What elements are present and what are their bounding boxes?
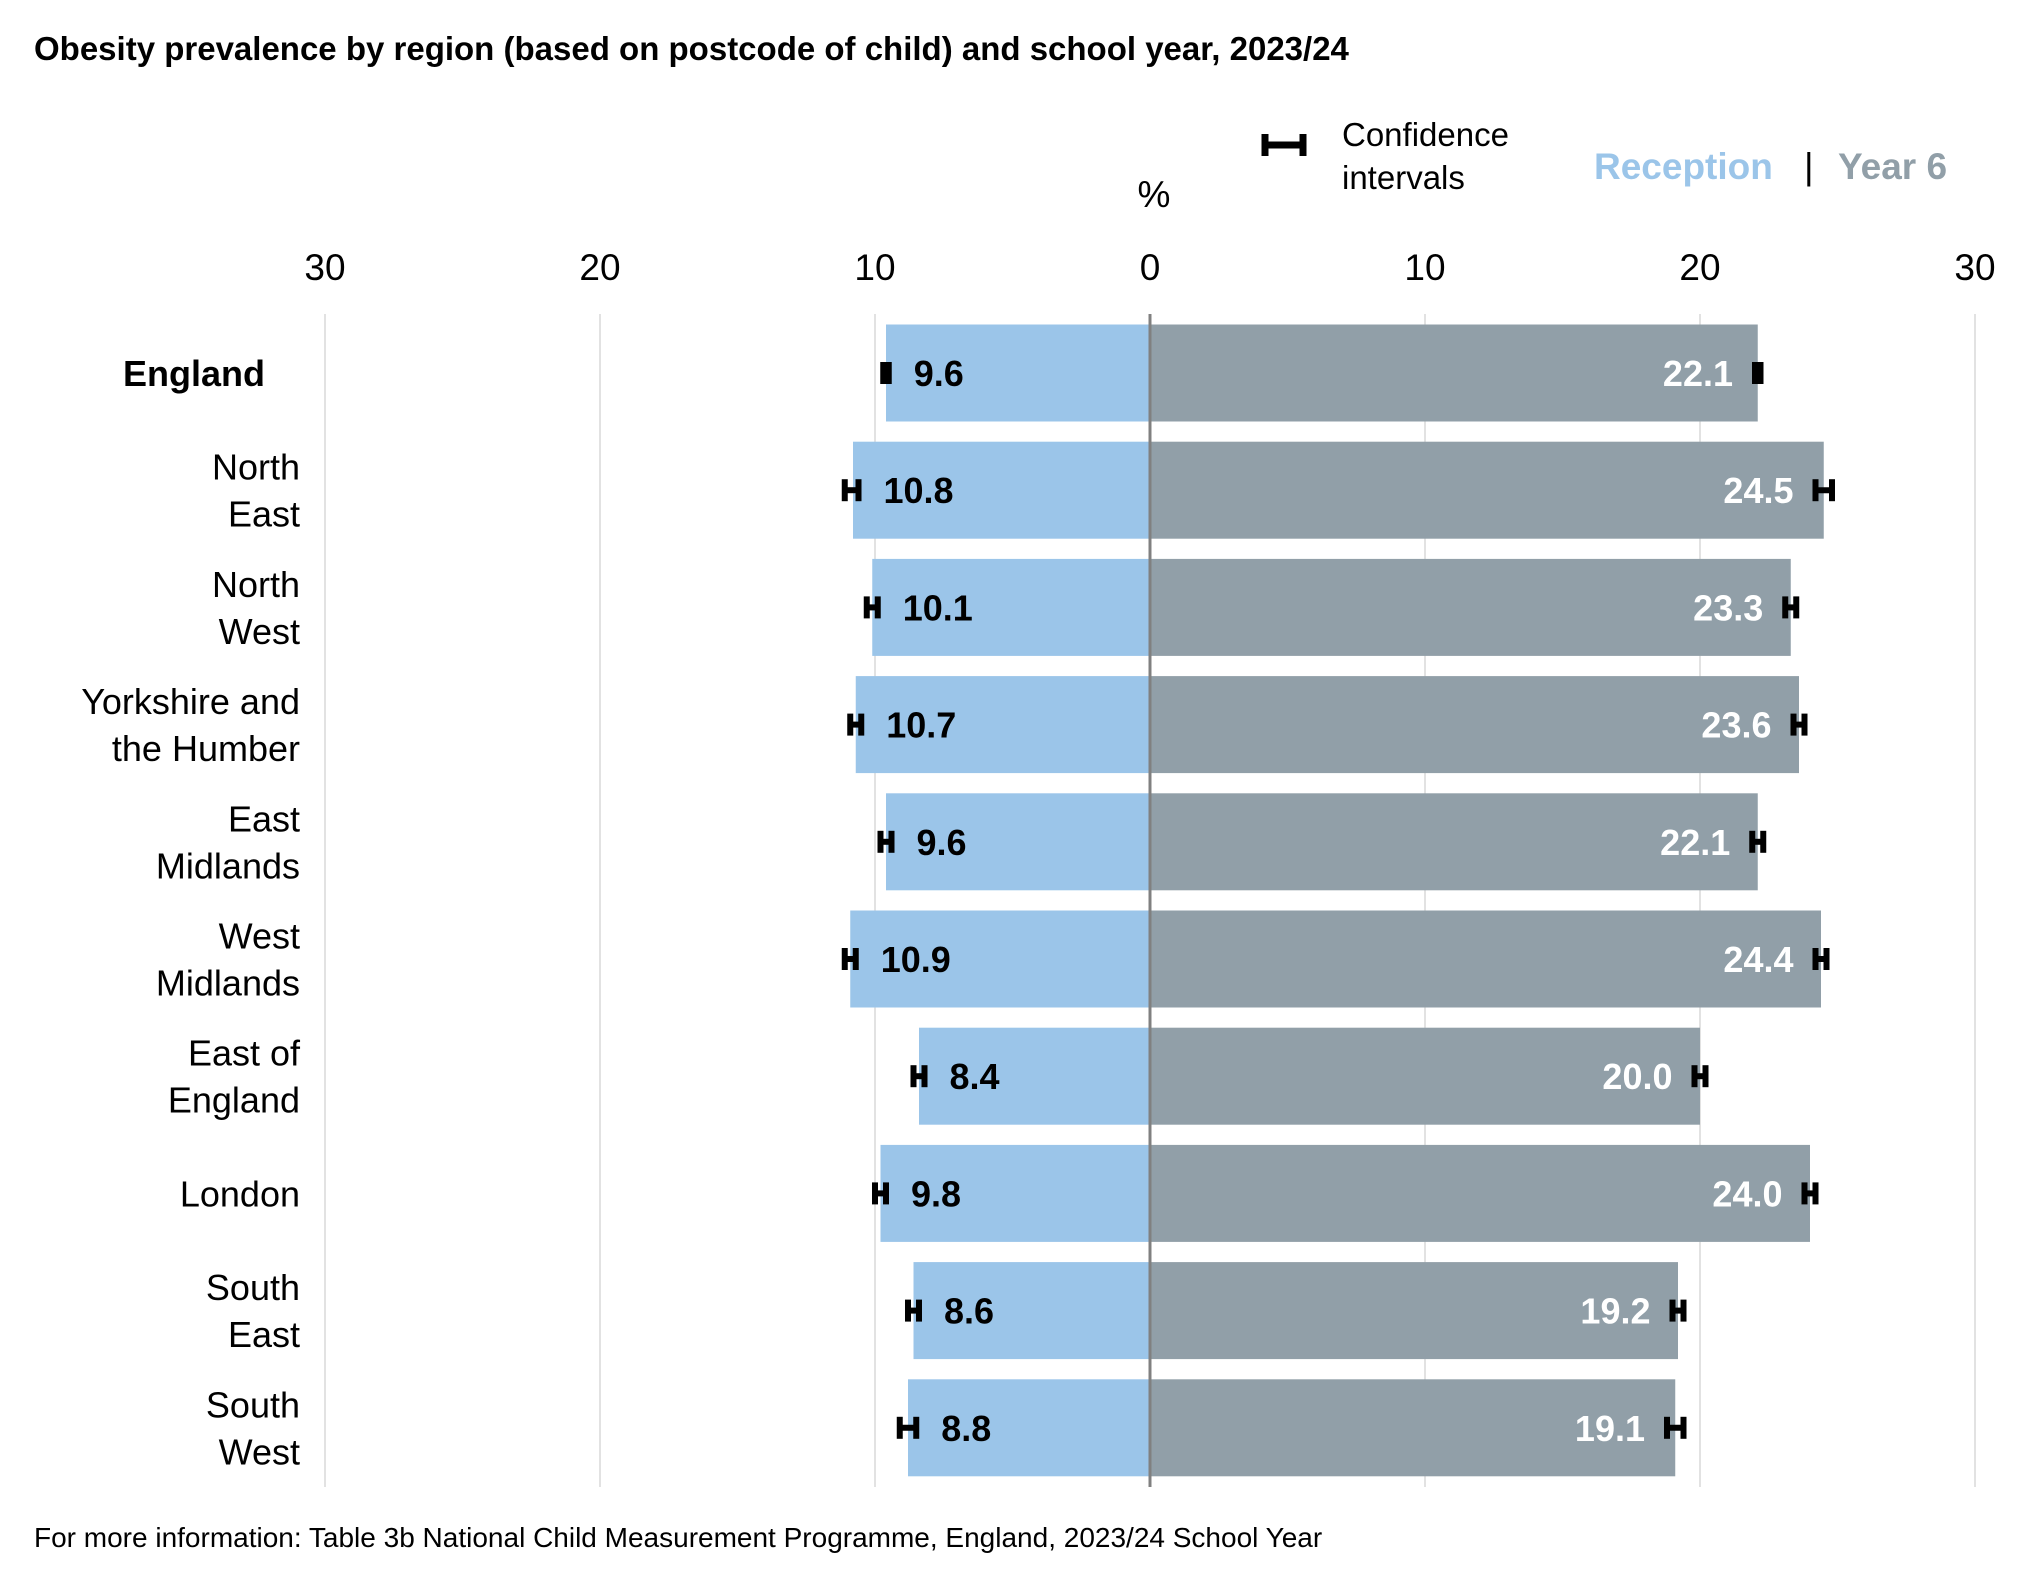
category-label: North East xyxy=(212,447,300,535)
reception-confidence-interval xyxy=(896,1416,920,1439)
category-label: North West xyxy=(212,564,300,652)
reception-data-label: 10.1 xyxy=(903,587,973,628)
year6-bar xyxy=(1150,1144,1810,1242)
reception-bar xyxy=(850,910,1150,1008)
reception-data-label: 10.7 xyxy=(886,705,956,746)
year6-data-label: 24.4 xyxy=(1723,939,1793,980)
x-tick-label: 30 xyxy=(1954,247,1995,288)
year6-confidence-interval xyxy=(1790,713,1808,736)
year6-bar xyxy=(1150,1262,1678,1360)
x-tick-label: 10 xyxy=(1404,247,1445,288)
category-label: England xyxy=(123,353,265,394)
reception-data-label: 8.8 xyxy=(941,1408,991,1449)
reception-confidence-interval xyxy=(841,948,859,970)
category-label: South East xyxy=(206,1267,300,1355)
year6-data-label: 22.1 xyxy=(1660,822,1730,863)
year6-data-label: 20.0 xyxy=(1602,1056,1672,1097)
year6-data-label: 19.2 xyxy=(1580,1291,1650,1332)
year6-bar xyxy=(1150,1379,1676,1477)
reception-bar xyxy=(853,441,1150,539)
legend-ci-label-line1: Confidence xyxy=(1342,116,1509,153)
reception-data-label: 8.6 xyxy=(944,1291,994,1332)
legend-separator: | xyxy=(1804,146,1814,187)
year6-bar xyxy=(1150,676,1799,774)
category-label: East of England xyxy=(168,1033,301,1121)
reception-bar xyxy=(880,1144,1150,1242)
year6-confidence-interval xyxy=(1752,362,1764,384)
x-axis-unit-label: % xyxy=(1138,174,1171,215)
reception-confidence-interval xyxy=(841,479,862,502)
reception-data-label: 9.8 xyxy=(911,1173,961,1214)
year6-bar xyxy=(1150,324,1758,422)
reception-confidence-interval xyxy=(863,596,881,619)
year6-bar xyxy=(1150,793,1758,891)
year6-confidence-interval xyxy=(1664,1416,1687,1439)
reception-bar xyxy=(908,1379,1150,1477)
x-tick-label: 20 xyxy=(1679,247,1720,288)
footnote: For more information: Table 3b National … xyxy=(34,1522,1323,1553)
x-tick-label: 10 xyxy=(854,247,895,288)
reception-confidence-interval xyxy=(872,1182,889,1205)
year6-bar xyxy=(1150,910,1821,1008)
x-tick-label: 20 xyxy=(579,247,620,288)
legend: Confidence intervals Reception | Year 6 xyxy=(1261,116,1947,196)
reception-confidence-interval xyxy=(910,1065,928,1088)
legend-reception-label: Reception xyxy=(1594,146,1773,187)
year6-bar xyxy=(1150,558,1791,656)
reception-data-label: 9.6 xyxy=(917,822,967,863)
confidence-interval-legend-icon xyxy=(1261,134,1307,156)
reception-confidence-interval xyxy=(847,713,865,736)
labels: 9.6 22.1 England 10.8 24.5 North East 10.1 23.3 N… xyxy=(81,353,1793,1472)
reception-data-label: 9.6 xyxy=(914,353,964,394)
reception-data-label: 8.4 xyxy=(950,1056,1000,1097)
reception-confidence-interval xyxy=(880,362,892,384)
reception-bar xyxy=(855,676,1150,774)
year6-confidence-interval xyxy=(1691,1065,1709,1088)
reception-confidence-interval xyxy=(877,830,895,853)
reception-bar xyxy=(886,793,1150,891)
reception-data-label: 10.8 xyxy=(884,470,954,511)
year6-confidence-interval xyxy=(1749,830,1767,853)
legend-ci-label-line2: intervals xyxy=(1342,159,1465,196)
reception-bar xyxy=(872,558,1150,656)
year6-data-label: 23.6 xyxy=(1701,705,1771,746)
category-label: South West xyxy=(206,1384,300,1472)
axis: 30 20 10 0 10 20 30 xyxy=(304,247,1996,1487)
category-label: Yorkshire and the Humber xyxy=(81,681,300,769)
reception-bar xyxy=(919,1027,1150,1125)
year6-data-label: 23.3 xyxy=(1693,587,1763,628)
year6-confidence-interval xyxy=(1812,948,1830,970)
year6-bar xyxy=(1150,1027,1700,1125)
reception-confidence-interval xyxy=(905,1299,922,1322)
year6-confidence-interval xyxy=(1782,596,1800,619)
year6-bar xyxy=(1150,441,1824,539)
category-label: London xyxy=(180,1173,300,1214)
year6-confidence-interval xyxy=(1812,479,1835,502)
reception-data-label: 10.9 xyxy=(881,939,951,980)
chart-title: Obesity prevalence by region (based on p… xyxy=(34,30,1349,67)
year6-data-label: 19.1 xyxy=(1575,1408,1645,1449)
bars xyxy=(841,324,1835,1477)
x-tick-label: 0 xyxy=(1140,247,1161,288)
reception-bar xyxy=(913,1262,1150,1360)
category-label: East Midlands xyxy=(156,798,300,886)
category-label: West Midlands xyxy=(156,916,300,1004)
year6-data-label: 24.0 xyxy=(1712,1173,1782,1214)
year6-data-label: 24.5 xyxy=(1723,470,1793,511)
reception-bar xyxy=(886,324,1150,422)
year6-data-label: 22.1 xyxy=(1663,353,1733,394)
legend-year6-label: Year 6 xyxy=(1838,146,1947,187)
year6-confidence-interval xyxy=(1669,1299,1687,1322)
year6-confidence-interval xyxy=(1801,1182,1819,1205)
x-tick-label: 30 xyxy=(304,247,345,288)
